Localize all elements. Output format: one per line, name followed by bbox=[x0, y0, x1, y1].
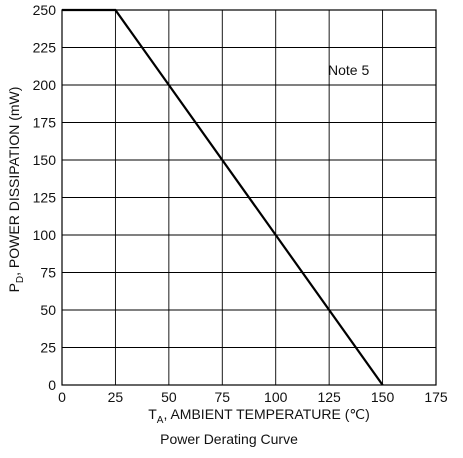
y-tick-label: 225 bbox=[33, 40, 57, 56]
x-axis-label-rest: , AMBIENT TEMPERATURE (℃) bbox=[163, 406, 369, 422]
x-tick-label: 75 bbox=[214, 389, 230, 405]
y-tick-label: 150 bbox=[33, 152, 57, 168]
x-tick-label: 175 bbox=[424, 389, 448, 405]
x-tick-label: 100 bbox=[264, 389, 288, 405]
y-axis-label: PD, POWER DISSIPATION (mW) bbox=[6, 87, 26, 293]
y-tick-label: 250 bbox=[33, 2, 57, 18]
x-axis-label-main: T bbox=[148, 406, 157, 422]
x-axis-label-subscript: A bbox=[157, 415, 164, 426]
y-tick-label: 25 bbox=[40, 340, 56, 356]
y-tick-label: 0 bbox=[48, 377, 56, 393]
y-tick-labels: 0 25 50 75 100 125 150 175 200 225 250 bbox=[33, 2, 57, 393]
x-tick-label: 50 bbox=[161, 389, 177, 405]
y-tick-label: 50 bbox=[40, 302, 56, 318]
y-axis-label-rest: , POWER DISSIPATION (mW) bbox=[6, 87, 22, 276]
x-tick-labels: 0 25 50 75 100 125 150 175 bbox=[58, 389, 448, 405]
y-axis-label-main: P bbox=[6, 283, 22, 292]
y-tick-label: 100 bbox=[33, 227, 57, 243]
y-tick-label: 75 bbox=[40, 265, 56, 281]
derating-curve-line bbox=[62, 8, 384, 386]
y-tick-label: 200 bbox=[33, 77, 57, 93]
x-axis-label: TA, AMBIENT TEMPERATURE (℃) bbox=[148, 406, 370, 426]
note-annotation: Note 5 bbox=[328, 62, 369, 78]
x-tick-label: 0 bbox=[58, 389, 66, 405]
y-tick-label: 125 bbox=[33, 190, 57, 206]
x-tick-label: 25 bbox=[108, 389, 124, 405]
x-tick-label: 125 bbox=[317, 389, 341, 405]
plot-frame bbox=[61, 9, 437, 386]
chart-caption: Power Derating Curve bbox=[160, 431, 298, 447]
y-tick-label: 175 bbox=[33, 115, 57, 131]
x-tick-label: 150 bbox=[371, 389, 395, 405]
y-axis-label-subscript: D bbox=[15, 276, 26, 283]
